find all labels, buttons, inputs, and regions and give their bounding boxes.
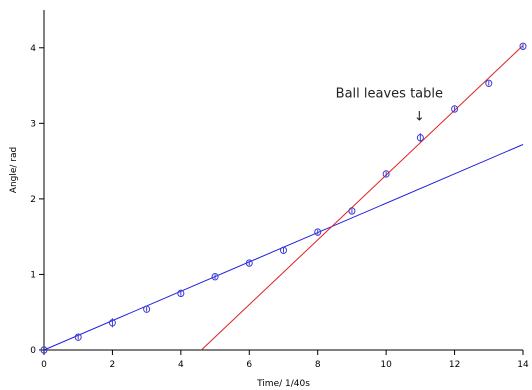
data-point [280, 246, 287, 254]
x-tick-label: 8 [315, 360, 321, 370]
x-ticks: 0 2 4 6 8 10 12 14 [41, 350, 529, 370]
data-point [245, 259, 253, 267]
axes [43, 10, 523, 351]
data-point [519, 42, 527, 50]
data-point [348, 207, 356, 215]
data-point [143, 305, 151, 313]
data-point [74, 333, 82, 341]
x-tick-label: 2 [110, 360, 116, 370]
data-point [40, 346, 48, 354]
x-tick-label: 6 [246, 360, 252, 370]
data-points [40, 42, 527, 354]
data-point [211, 273, 219, 281]
x-tick-label: 14 [517, 360, 529, 370]
x-tick-label: 4 [178, 360, 184, 370]
y-axis-label: Angle/ rad [9, 147, 19, 193]
x-tick-label: 0 [41, 360, 47, 370]
annotations: Ball leaves table ↓ [336, 87, 443, 125]
x-tick-label: 10 [380, 360, 392, 370]
annotation-text: Ball leaves table [336, 87, 443, 102]
y-ticks: 0 1 2 3 4 [30, 44, 44, 356]
data-point [177, 289, 185, 298]
y-tick-label: 2 [30, 195, 36, 205]
y-tick-label: 4 [30, 44, 36, 54]
data-point [451, 105, 459, 113]
fit-lines [43, 45, 524, 351]
data-point [314, 228, 322, 236]
data-point [416, 133, 424, 142]
y-tick-label: 0 [30, 346, 36, 356]
data-point [485, 79, 493, 87]
fit-line-red [201, 45, 524, 351]
x-tick-label: 12 [449, 360, 460, 370]
data-point [108, 319, 116, 327]
x-axis-label: Time/ 1/40s [256, 379, 310, 389]
data-point [382, 170, 390, 178]
y-tick-label: 1 [30, 270, 36, 280]
annotation-arrow: ↓ [414, 110, 425, 125]
y-tick-label: 3 [30, 119, 36, 129]
